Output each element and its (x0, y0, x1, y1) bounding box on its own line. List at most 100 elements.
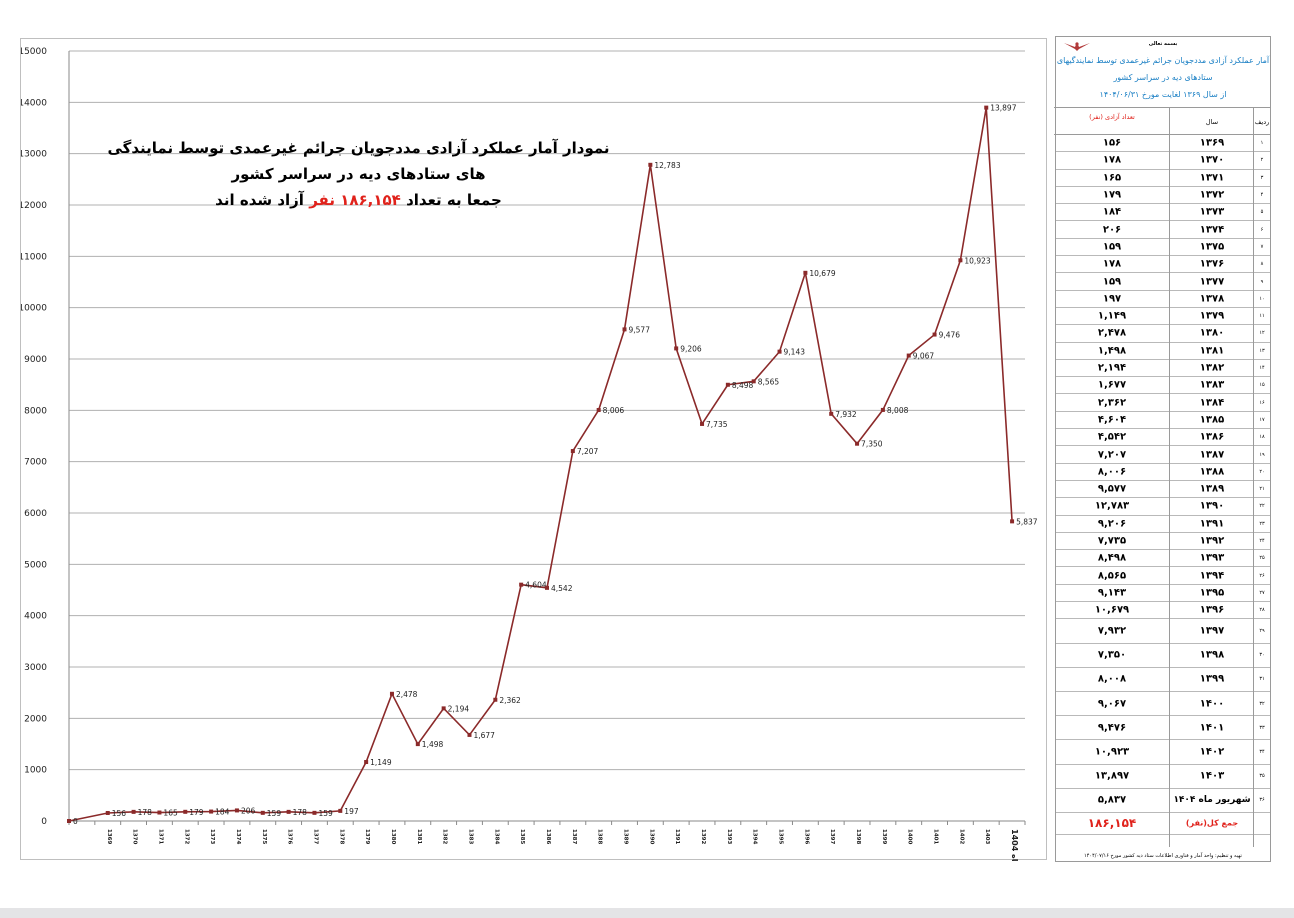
data-point (570, 449, 575, 454)
col-header-year: سال (1170, 107, 1254, 135)
table-title-line2: ستادهای دیه در سراسر کشور (1113, 73, 1213, 82)
data-point (286, 809, 291, 814)
row-year: ۱۳۹۲ (1199, 535, 1225, 547)
row-count: ۸,۴۹۸ (1097, 552, 1127, 564)
row-index: ۸ (1260, 261, 1264, 268)
row-index: ۷ (1260, 243, 1264, 250)
x-tick-label: 1375 (261, 829, 267, 844)
row-index: ۱۳ (1259, 347, 1265, 354)
row-index: ۱۲ (1259, 330, 1265, 337)
table-row: ۱۹ ۱۳۸۷ ۷,۲۰۷ (1056, 446, 1270, 464)
row-count: ۱۵۹ (1102, 276, 1122, 288)
table-title-line1: آمار عملکرد آزادی مددجویان جرائم غیرعمدی… (1056, 56, 1270, 65)
row-year: ۱۳۹۴ (1199, 570, 1225, 582)
row-year: ۱۳۸۸ (1199, 466, 1225, 478)
row-year: ۱۳۷۰ (1199, 154, 1225, 166)
row-count: ۱۷۸ (1102, 154, 1122, 166)
row-count: ۱۶۵ (1102, 172, 1122, 184)
table-total-row: جمع کل(نفر) ۱۸۶,۱۵۴ (1056, 813, 1270, 835)
table-row: ۳۲ ۱۴۰۰ ۹,۰۶۷ (1056, 692, 1270, 717)
table-row: ۳۶ شهریور ماه ۱۴۰۴ ۵,۸۳۷ (1056, 789, 1270, 813)
row-year: ۱۳۹۳ (1199, 552, 1225, 564)
data-point (803, 270, 808, 275)
row-index: ۳۰ (1259, 652, 1265, 659)
data-point (312, 810, 317, 815)
x-tick-label: 1380 (390, 829, 396, 844)
x-tick-label: 1369 (106, 829, 112, 844)
row-index: ۱ (1260, 140, 1264, 147)
x-tick-label: 1382 (442, 829, 448, 844)
row-year: ۱۴۰۰ (1199, 698, 1225, 710)
y-tick-label: 8000 (24, 406, 47, 416)
row-year: ۱۴۰۱ (1199, 722, 1225, 734)
row-count: ۹,۰۶۷ (1097, 698, 1127, 710)
row-index: ۶ (1260, 226, 1264, 233)
y-tick-label: 10000 (21, 304, 47, 314)
table-row: ۳۵ ۱۴۰۳ ۱۳,۸۹۷ (1056, 765, 1270, 789)
row-count: ۱۹۷ (1102, 293, 1122, 305)
row-index: ۳۳ (1259, 724, 1265, 731)
y-tick-label: 9000 (24, 355, 47, 365)
row-year: ۱۳۷۲ (1199, 189, 1225, 201)
x-tick-label: 1392 (700, 829, 706, 844)
row-index: ۲۵ (1259, 555, 1265, 562)
data-point (389, 691, 394, 696)
row-year: ۱۴۰۲ (1199, 746, 1225, 758)
row-index: ۵ (1260, 209, 1264, 216)
table-row: ۴ ۱۳۷۲ ۱۷۹ (1056, 187, 1270, 205)
row-count: ۹,۴۷۶ (1097, 722, 1127, 734)
data-label: 10,923 (964, 256, 990, 265)
data-point (67, 819, 71, 823)
x-tick-label: 1388 (597, 829, 603, 844)
data-label: 178 (293, 808, 308, 817)
x-tick-label: 1379 (364, 829, 370, 844)
row-count: ۸,۰۰۸ (1097, 673, 1127, 685)
row-year: ۱۳۷۱ (1199, 172, 1225, 184)
column-divider (1169, 107, 1170, 847)
row-year: ۱۴۰۳ (1199, 770, 1225, 782)
x-tick-label: 1402 (958, 829, 964, 844)
row-year: ۱۳۷۴ (1199, 224, 1225, 236)
x-tick-label: 1387 (571, 829, 577, 844)
table-footer-note: تهیه و تنظیم: واحد آمار و فناوری اطلاعات… (1084, 853, 1242, 859)
row-year: ۱۳۹۹ (1199, 673, 1225, 685)
x-tick-label: 1384 (493, 829, 499, 844)
row-index: ۲۸ (1259, 607, 1265, 614)
y-tick-label: 13000 (21, 150, 47, 160)
data-label: 9,577 (629, 325, 651, 334)
row-count: ۱۳,۸۹۷ (1094, 770, 1130, 782)
table-row: ۱۸ ۱۳۸۶ ۴,۵۴۲ (1056, 429, 1270, 447)
total-value: ۱۸۶,۱۵۴ (1087, 816, 1137, 831)
row-year: ۱۳۷۵ (1199, 241, 1225, 253)
row-count: ۸,۰۰۶ (1097, 466, 1127, 478)
chart-subtitle: جمعا به تعداد ۱۸۶,۱۵۴ نفر آزاد شده اند (91, 187, 626, 213)
row-count: ۸,۵۶۵ (1097, 570, 1127, 582)
row-year: ۱۳۷۹ (1199, 310, 1225, 322)
row-year: ۱۳۶۹ (1199, 137, 1225, 149)
data-point (157, 810, 162, 815)
x-tick-label: 1383 (467, 829, 473, 844)
data-label: 8,008 (887, 406, 909, 415)
x-tick-label: 1403 (984, 829, 990, 844)
data-point (751, 379, 756, 384)
data-label: 8,498 (732, 381, 754, 390)
data-point (493, 697, 498, 702)
row-index: ۲ (1260, 157, 1264, 164)
row-year: ۱۳۸۴ (1199, 397, 1225, 409)
row-count: ۱۸۴ (1102, 206, 1122, 218)
chart-title-text: نمودار آمار عملکرد آزادی مددجویان جرائم … (107, 139, 610, 183)
row-year: شهریور ماه ۱۴۰۴ (1173, 795, 1251, 806)
chart-subtitle-total: ۱۸۶,۱۵۴ (340, 191, 401, 209)
row-year: ۱۳۷۷ (1199, 276, 1225, 288)
x-tick-label: 1389 (623, 829, 629, 844)
row-index: ۱۵ (1259, 382, 1265, 389)
table-row: ۸ ۱۳۷۶ ۱۷۸ (1056, 256, 1270, 274)
row-index: ۹ (1260, 278, 1264, 285)
data-label: 4,542 (551, 584, 573, 593)
row-count: ۲,۳۶۲ (1097, 397, 1127, 409)
data-label: 7,735 (706, 420, 728, 429)
data-label: 12,783 (654, 161, 680, 170)
x-tick-label: 1373 (209, 829, 215, 844)
row-count: ۱۰,۹۲۳ (1094, 746, 1130, 758)
data-label: 2,194 (448, 704, 470, 713)
